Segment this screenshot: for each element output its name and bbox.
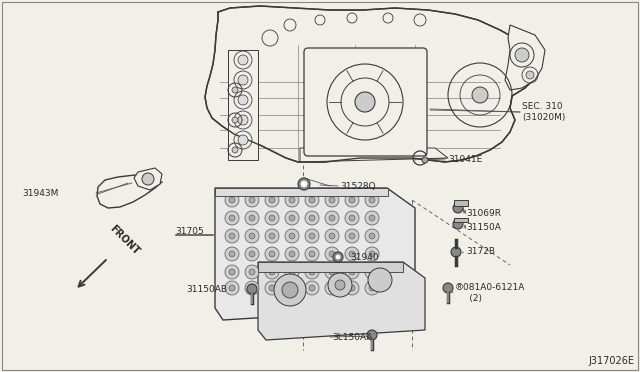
Circle shape	[349, 215, 355, 221]
Circle shape	[269, 233, 275, 239]
Circle shape	[229, 251, 235, 257]
Circle shape	[329, 269, 335, 275]
Circle shape	[309, 233, 315, 239]
Circle shape	[269, 197, 275, 203]
Circle shape	[369, 251, 375, 257]
Polygon shape	[258, 262, 425, 340]
Circle shape	[238, 75, 248, 85]
Circle shape	[245, 247, 259, 261]
Circle shape	[238, 95, 248, 105]
Circle shape	[335, 280, 345, 290]
Circle shape	[249, 285, 255, 291]
Circle shape	[345, 229, 359, 243]
Circle shape	[369, 233, 375, 239]
Circle shape	[355, 92, 375, 112]
Circle shape	[265, 211, 279, 225]
Circle shape	[269, 285, 275, 291]
Polygon shape	[205, 6, 538, 162]
Circle shape	[453, 219, 463, 229]
Circle shape	[345, 247, 359, 261]
Circle shape	[325, 229, 339, 243]
Circle shape	[365, 247, 379, 261]
Circle shape	[349, 285, 355, 291]
Circle shape	[265, 281, 279, 295]
Circle shape	[336, 255, 340, 259]
Circle shape	[245, 281, 259, 295]
Circle shape	[305, 281, 319, 295]
Circle shape	[345, 193, 359, 207]
Circle shape	[229, 269, 235, 275]
Circle shape	[229, 285, 235, 291]
Circle shape	[225, 281, 239, 295]
Text: 31705: 31705	[175, 228, 204, 237]
Circle shape	[369, 215, 375, 221]
Circle shape	[285, 229, 299, 243]
Text: FRONT: FRONT	[108, 224, 141, 257]
Circle shape	[247, 284, 257, 294]
Circle shape	[245, 211, 259, 225]
Circle shape	[369, 269, 375, 275]
Circle shape	[305, 265, 319, 279]
Polygon shape	[454, 200, 468, 206]
Circle shape	[305, 193, 319, 207]
Circle shape	[249, 233, 255, 239]
Circle shape	[329, 215, 335, 221]
Circle shape	[309, 215, 315, 221]
Polygon shape	[215, 188, 388, 196]
Circle shape	[309, 269, 315, 275]
Circle shape	[232, 117, 238, 123]
Polygon shape	[228, 50, 258, 160]
Circle shape	[238, 115, 248, 125]
Polygon shape	[300, 148, 448, 162]
Circle shape	[369, 197, 375, 203]
Circle shape	[238, 55, 248, 65]
Circle shape	[298, 178, 310, 190]
Circle shape	[249, 197, 255, 203]
Circle shape	[249, 215, 255, 221]
Circle shape	[368, 268, 392, 292]
Circle shape	[289, 233, 295, 239]
Circle shape	[229, 197, 235, 203]
Circle shape	[265, 265, 279, 279]
Circle shape	[238, 135, 248, 145]
Circle shape	[349, 197, 355, 203]
Circle shape	[265, 193, 279, 207]
Polygon shape	[454, 218, 468, 222]
Circle shape	[365, 211, 379, 225]
Circle shape	[269, 251, 275, 257]
Text: 3172B: 3172B	[466, 247, 495, 257]
Circle shape	[325, 281, 339, 295]
Circle shape	[249, 269, 255, 275]
Text: 31069R: 31069R	[466, 208, 501, 218]
Circle shape	[225, 211, 239, 225]
Circle shape	[349, 233, 355, 239]
Circle shape	[329, 233, 335, 239]
Text: SEC. 310
(31020M): SEC. 310 (31020M)	[522, 102, 565, 122]
Circle shape	[289, 197, 295, 203]
Circle shape	[526, 71, 534, 79]
Circle shape	[309, 285, 315, 291]
Circle shape	[365, 193, 379, 207]
Circle shape	[282, 282, 298, 298]
Circle shape	[451, 247, 461, 257]
Polygon shape	[215, 188, 415, 320]
Circle shape	[269, 269, 275, 275]
Circle shape	[269, 215, 275, 221]
Text: ®081A0-6121A
     (2): ®081A0-6121A (2)	[455, 283, 525, 303]
Text: 31150AB: 31150AB	[186, 285, 227, 295]
Circle shape	[472, 87, 488, 103]
Circle shape	[232, 147, 238, 153]
Circle shape	[289, 269, 295, 275]
Circle shape	[367, 330, 377, 340]
Circle shape	[515, 48, 529, 62]
Circle shape	[325, 211, 339, 225]
Circle shape	[229, 215, 235, 221]
Circle shape	[325, 247, 339, 261]
Circle shape	[232, 87, 238, 93]
Circle shape	[309, 251, 315, 257]
Circle shape	[274, 274, 306, 306]
Circle shape	[365, 281, 379, 295]
Circle shape	[285, 281, 299, 295]
Text: 31940: 31940	[350, 253, 379, 263]
